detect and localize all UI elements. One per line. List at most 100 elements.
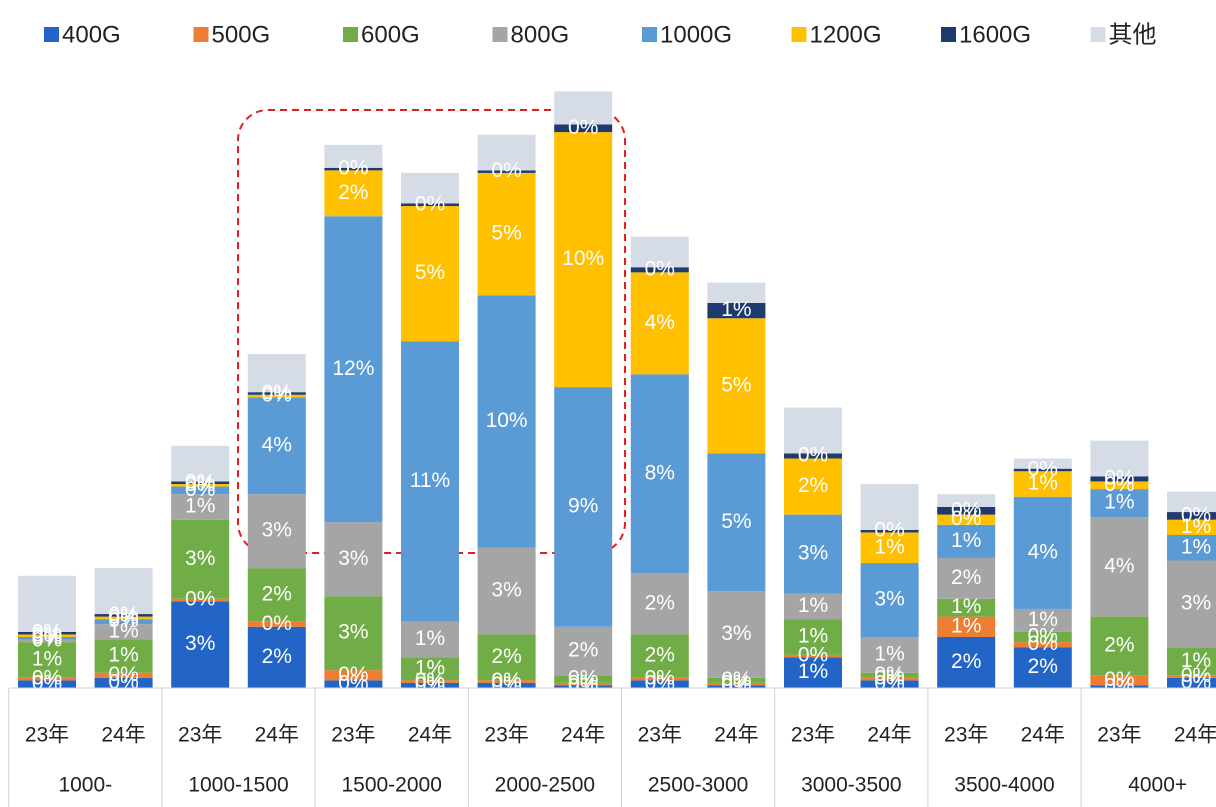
data-label: 1% bbox=[1028, 608, 1058, 631]
data-label: 2% bbox=[491, 645, 521, 668]
bar-segment bbox=[171, 486, 230, 495]
bar-segment bbox=[324, 144, 383, 168]
data-label: 0% bbox=[108, 603, 138, 626]
bar-segment bbox=[94, 568, 153, 615]
bar-segment bbox=[1090, 476, 1149, 482]
data-label: 9% bbox=[568, 494, 598, 517]
bar-segment bbox=[324, 680, 383, 688]
data-label: 4% bbox=[1104, 554, 1134, 577]
data-label: 0% bbox=[1104, 473, 1134, 496]
bar-segment bbox=[707, 453, 766, 592]
data-label: 10% bbox=[486, 409, 528, 432]
bar-segment bbox=[860, 484, 919, 530]
data-label: 1% bbox=[1181, 535, 1211, 558]
x-tick-label: 23年 bbox=[1097, 724, 1141, 747]
group-label: 3500-4000 bbox=[954, 774, 1054, 797]
bar-segment bbox=[401, 206, 459, 342]
x-tick-label: 24年 bbox=[1174, 724, 1216, 747]
bar-segment bbox=[477, 134, 536, 171]
data-label: 0% bbox=[415, 669, 445, 692]
bar-segment bbox=[247, 626, 306, 688]
legend-swatch bbox=[941, 27, 956, 42]
group-label: 2000-2500 bbox=[495, 774, 595, 797]
data-label: 0% bbox=[338, 663, 368, 686]
data-label: 2% bbox=[262, 582, 292, 605]
bar-segment bbox=[94, 677, 153, 688]
x-tick-label: 23年 bbox=[178, 724, 222, 747]
bar-segment bbox=[860, 680, 919, 688]
bar-segment bbox=[860, 677, 919, 681]
bar-segment bbox=[1167, 677, 1216, 688]
data-label: 2% bbox=[798, 474, 828, 497]
legend-label: 1200G bbox=[810, 21, 882, 48]
bar-segment bbox=[1167, 512, 1216, 520]
bar-segment bbox=[937, 494, 996, 507]
data-label: 1% bbox=[32, 647, 62, 670]
bar-segment bbox=[1167, 675, 1216, 678]
data-label: 1% bbox=[185, 494, 215, 517]
legend-swatch bbox=[492, 27, 508, 42]
data-label: 3% bbox=[491, 579, 521, 602]
data-label: 5% bbox=[721, 373, 751, 396]
bar-segment bbox=[707, 282, 766, 303]
x-tick-label: 24年 bbox=[714, 724, 758, 747]
data-label: 0% bbox=[1181, 664, 1211, 687]
data-label: 10% bbox=[562, 247, 604, 270]
data-label: 0% bbox=[798, 443, 828, 466]
data-label: 11% bbox=[410, 469, 450, 492]
data-label: 0% bbox=[415, 673, 445, 696]
data-label: 0% bbox=[491, 159, 521, 182]
bar-segment bbox=[630, 267, 689, 273]
x-tick-label: 24年 bbox=[867, 724, 911, 747]
x-tick-label: 24年 bbox=[101, 724, 145, 747]
x-tick-label: 23年 bbox=[638, 724, 682, 747]
legend-swatch bbox=[1090, 27, 1106, 42]
data-label: 3% bbox=[338, 621, 368, 644]
bar-segment bbox=[94, 616, 153, 620]
x-tick-label: 23年 bbox=[331, 724, 375, 747]
data-label: 0% bbox=[874, 519, 904, 542]
bar-segment bbox=[707, 318, 766, 454]
bar-segment bbox=[784, 458, 842, 515]
bar-segment bbox=[1013, 608, 1072, 632]
data-label: 0% bbox=[491, 669, 521, 692]
data-label: 3% bbox=[874, 588, 904, 611]
bar-segment bbox=[94, 619, 153, 625]
legend-label: 其他 bbox=[1109, 21, 1157, 48]
bar-segment bbox=[18, 637, 76, 640]
bar-segment bbox=[18, 631, 76, 635]
data-label: 0% bbox=[32, 621, 62, 644]
bar-segment bbox=[554, 91, 613, 125]
bar-segment bbox=[247, 621, 306, 627]
bar-segment bbox=[1167, 560, 1216, 648]
bar-segment bbox=[1013, 468, 1072, 472]
data-label: 0% bbox=[874, 672, 904, 695]
bar-segment bbox=[477, 682, 536, 688]
bar-segment bbox=[630, 272, 689, 375]
data-label: 3% bbox=[185, 632, 215, 655]
data-label: 1% bbox=[798, 594, 828, 617]
data-label: 0% bbox=[108, 609, 138, 632]
bar-segment bbox=[554, 124, 613, 133]
bar-segment bbox=[554, 682, 613, 686]
bar-segment bbox=[1013, 647, 1072, 688]
bar-segment bbox=[324, 216, 383, 523]
bar-segment bbox=[784, 654, 842, 658]
data-label: 3% bbox=[721, 622, 751, 645]
data-label: 0% bbox=[32, 628, 62, 651]
bar-segment bbox=[324, 170, 383, 217]
bar-segment bbox=[707, 591, 766, 678]
data-label: 0% bbox=[568, 674, 598, 697]
legend-label: 500G bbox=[212, 21, 271, 48]
data-label: 3% bbox=[1181, 591, 1211, 614]
bar-segment bbox=[247, 494, 306, 569]
data-label: 0% bbox=[1028, 625, 1058, 648]
bar-segment bbox=[324, 670, 383, 681]
data-label: 0% bbox=[415, 192, 445, 215]
data-label: 0% bbox=[645, 257, 675, 280]
bar-segment bbox=[401, 680, 459, 683]
x-tick-label: 24年 bbox=[255, 724, 299, 747]
bar-segment bbox=[247, 397, 306, 495]
bar-segment bbox=[1167, 491, 1216, 513]
